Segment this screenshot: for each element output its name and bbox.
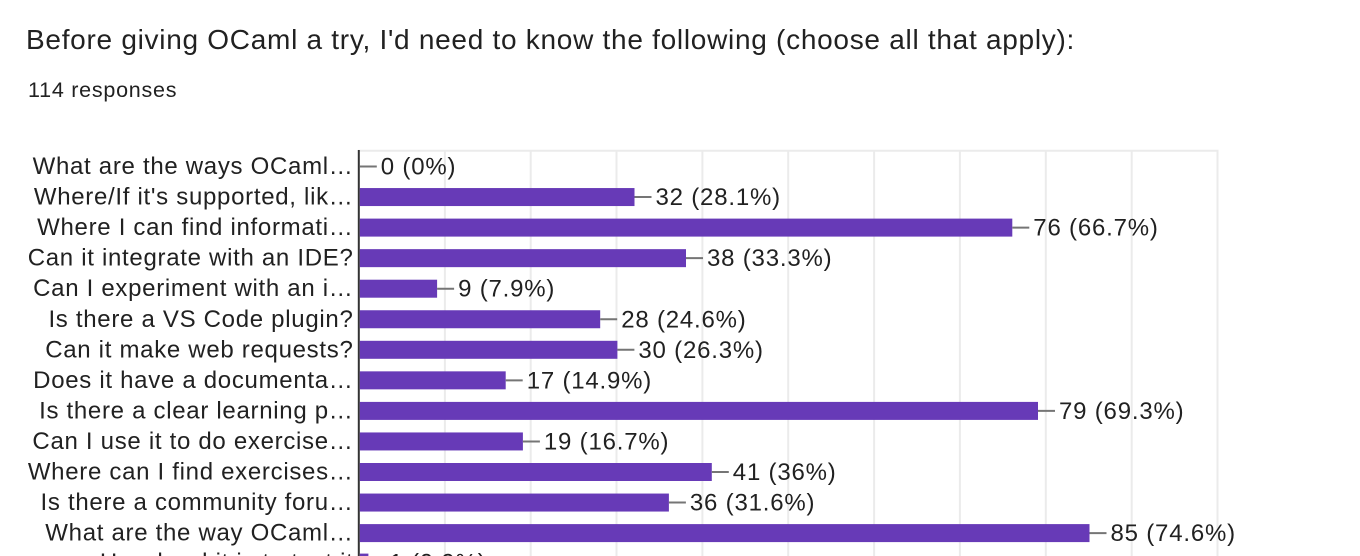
svg-text:1 (0.9%): 1 (0.9%) <box>389 550 486 556</box>
svg-text:19 (16.7%): 19 (16.7%) <box>544 428 669 455</box>
svg-text:0 (0%): 0 (0%) <box>381 154 457 181</box>
svg-text:Where can I find exercises…: Where can I find exercises… <box>28 459 354 486</box>
svg-text:Can it make web requests?: Can it make web requests? <box>45 336 353 363</box>
svg-text:30 (26.3%): 30 (26.3%) <box>638 337 763 364</box>
svg-text:Can I experiment with an i…: Can I experiment with an i… <box>33 275 353 302</box>
svg-text:9 (7.9%): 9 (7.9%) <box>458 276 555 303</box>
svg-text:38 (33.3%): 38 (33.3%) <box>707 245 832 272</box>
svg-text:Does it have a documenta…: Does it have a documenta… <box>33 367 353 394</box>
svg-text:Is there a community foru…: Is there a community foru… <box>41 489 354 516</box>
svg-text:85 (74.6%): 85 (74.6%) <box>1111 520 1236 547</box>
svg-text:What are the way OCaml…: What are the way OCaml… <box>45 520 353 547</box>
svg-text:79 (69.3%): 79 (69.3%) <box>1059 398 1184 425</box>
svg-text:17 (14.9%): 17 (14.9%) <box>527 367 652 394</box>
svg-text:What are the ways OCaml…: What are the ways OCaml… <box>33 153 354 180</box>
svg-text:28 (24.6%): 28 (24.6%) <box>621 306 746 333</box>
svg-text:Is there a VS Code plugin?: Is there a VS Code plugin? <box>48 306 353 333</box>
svg-text:Is there a clear learning p…: Is there a clear learning p… <box>39 397 353 424</box>
svg-text:36 (31.6%): 36 (31.6%) <box>690 490 815 517</box>
svg-text:Where I can find informati…: Where I can find informati… <box>37 214 353 241</box>
svg-text:Can I use it to do exercise…: Can I use it to do exercise… <box>32 428 353 455</box>
svg-text:Where/If it's supported, lik…: Where/If it's supported, lik… <box>34 184 354 211</box>
svg-text:How hard it is to test it: How hard it is to test it <box>100 549 354 556</box>
svg-text:76 (66.7%): 76 (66.7%) <box>1033 215 1158 242</box>
svg-text:Can it integrate with an IDE?: Can it integrate with an IDE? <box>28 245 354 272</box>
svg-text:41 (36%): 41 (36%) <box>733 459 837 486</box>
svg-text:32 (28.1%): 32 (28.1%) <box>656 184 781 211</box>
